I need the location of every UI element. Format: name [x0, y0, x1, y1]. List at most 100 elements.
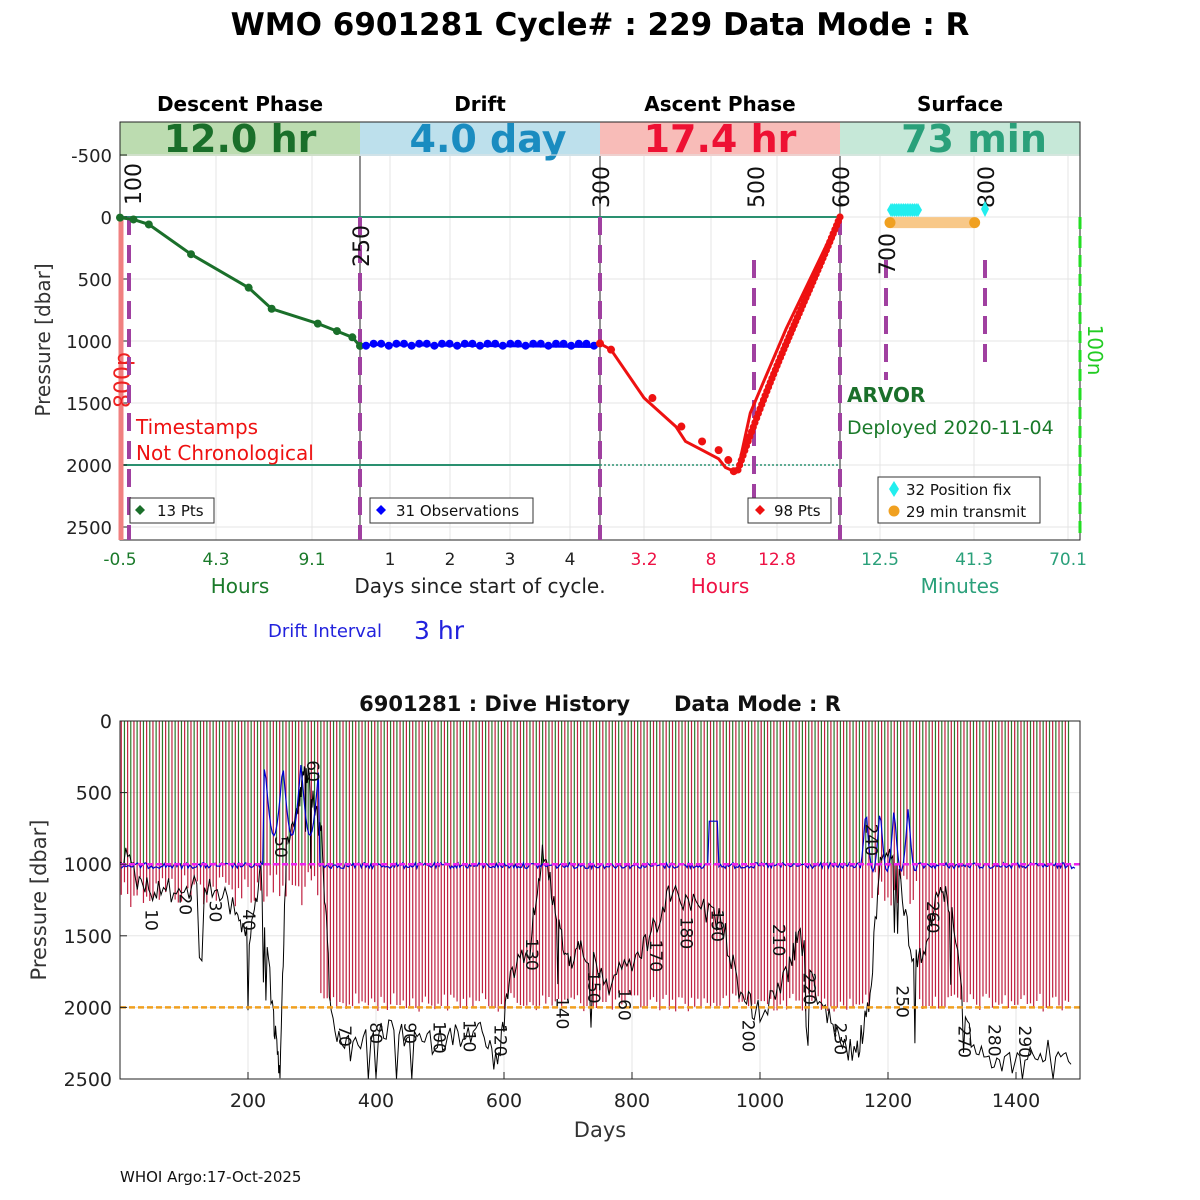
figure-title: WMO 6901281 Cycle# : 229 Data Mode : R — [231, 7, 970, 43]
dive-history-chart: 6901281 : Dive History Data Mode : R 10 2… — [27, 692, 1081, 1142]
ascent-duration: 17.4 hr — [644, 117, 797, 161]
drift-tick-1: 1 — [385, 550, 396, 570]
descent-legend-marker — [135, 505, 145, 515]
bottom-y-tick-label: 1500 — [64, 926, 112, 948]
descent-tick-0: -0.5 — [103, 550, 136, 570]
cycle-label: 100 — [429, 1021, 449, 1053]
bottom-y-axis-label: Pressure [dbar] — [27, 820, 51, 981]
ascent-phase-title: Ascent Phase — [644, 92, 795, 116]
cycle-label: 60 — [302, 760, 322, 782]
top-y-tick-label: 0 — [101, 208, 112, 229]
drift-point — [574, 339, 583, 348]
marker-label-250: 250 — [350, 225, 375, 267]
drift-tick-2: 2 — [445, 550, 456, 570]
cycle-label: 110 — [459, 1020, 479, 1052]
top-y-ticks: -500 0 500 1000 1500 2000 2500 — [66, 146, 127, 539]
marker-label-500: 500 — [745, 166, 770, 208]
top-y-tick-label: 500 — [78, 270, 112, 291]
cycle-phase-chart: Descent Phase Drift Ascent Phase Surface… — [31, 92, 1107, 645]
ascent-point — [698, 437, 707, 446]
marker-label-300: 300 — [590, 166, 615, 208]
drift-point — [483, 339, 492, 348]
drift-point — [536, 339, 545, 348]
ascent-profile-line — [599, 216, 842, 473]
ascent-legend-marker — [755, 505, 765, 515]
drift-point — [392, 339, 401, 348]
cycle-label: 30 — [205, 901, 225, 923]
bottom-x-tick-label: 400 — [358, 1090, 394, 1112]
descent-point — [356, 341, 364, 350]
cycle-label: 180 — [676, 917, 696, 949]
float-type: ARVOR — [847, 383, 925, 407]
drift-point — [422, 339, 431, 348]
marker-label-700: 700 — [876, 233, 901, 275]
drift-legend: 31 Observations — [369, 497, 534, 524]
marker-label-800: 800 — [975, 166, 1000, 208]
ascent-point — [607, 345, 616, 354]
drift-point — [430, 341, 439, 350]
footer-credit: WHOI Argo:17-Oct-2025 — [120, 1168, 301, 1186]
marker-label-100: 100 — [122, 163, 147, 205]
cycle-label: 150 — [583, 971, 603, 1003]
surface-tick-0: 12.5 — [861, 550, 899, 570]
bottom-x-tick-label: 200 — [230, 1090, 266, 1112]
drift-point — [529, 339, 538, 348]
top-y-axis-label: Pressure [dbar] — [31, 263, 55, 416]
dive-history-stems — [120, 721, 1070, 1012]
bottom-x-tick-label: 1200 — [864, 1090, 912, 1112]
cycle-label: 250 — [891, 985, 911, 1017]
drift-point — [544, 341, 553, 350]
bottom-y-tick-label: 1000 — [64, 854, 112, 876]
cycle-label: 140 — [551, 997, 571, 1029]
bottom-y-tick-label: 2000 — [64, 997, 112, 1019]
ascent-legend: 98 Pts — [747, 497, 832, 524]
drift-point — [506, 339, 515, 348]
ascent-point — [596, 339, 604, 348]
cycle-label: 280 — [983, 1024, 1003, 1056]
descent-point — [313, 319, 322, 328]
descent-legend: 13 Pts — [129, 497, 215, 524]
drift-point — [476, 341, 484, 350]
deployment-date: Deployed 2020-11-04 — [847, 417, 1054, 439]
drift-point — [498, 341, 507, 350]
cycle-label: 230 — [829, 1023, 849, 1055]
ascent-point — [648, 394, 657, 403]
transmit-end — [969, 217, 981, 229]
cycle-label: 120 — [489, 1024, 509, 1056]
transmit-legend-text: 29 min transmit — [906, 503, 1026, 521]
position-fix-point — [914, 203, 922, 217]
descent-tick-2: 9.1 — [298, 550, 325, 570]
transmit-start — [884, 217, 896, 229]
bottom-x-tick-label: 1000 — [736, 1090, 784, 1112]
drift-legend-text: 31 Observations — [396, 502, 519, 520]
descent-duration: 12.0 hr — [164, 117, 317, 161]
drift-point — [407, 341, 416, 350]
cycle-label: 160 — [614, 988, 634, 1020]
surface-phase-title: Surface — [917, 92, 1003, 116]
cycle-label: 20 — [175, 893, 195, 915]
drift-duration: 4.0 day — [410, 117, 567, 161]
bottom-axes-frame — [119, 720, 1081, 1080]
surface-axis-label: Minutes — [921, 574, 1000, 598]
descent-point — [332, 327, 341, 336]
descent-point — [144, 220, 153, 229]
drift-interval-label: Drift Interval — [268, 621, 382, 642]
cycle-label: 170 — [645, 940, 665, 972]
surface-tick-2: 70.1 — [1049, 550, 1087, 570]
drift-point — [369, 339, 378, 348]
cycle-label: 290 — [1014, 1026, 1034, 1058]
drift-legend-marker — [376, 505, 386, 515]
green-line-label: 100n — [1083, 325, 1107, 376]
ascent-axis-label: Hours — [691, 574, 750, 598]
surface-tick-1: 41.3 — [955, 550, 993, 570]
ascent-tick-0: 3.2 — [630, 550, 657, 570]
drift-point — [582, 339, 591, 348]
descent-duration-band — [120, 122, 360, 156]
park-depth-trace — [119, 766, 1072, 1080]
top-data-marks — [116, 201, 989, 476]
marker-label-600: 600 — [830, 166, 855, 208]
top-y-tick-label: -500 — [71, 146, 112, 167]
red-bar-label: 800p — [111, 352, 136, 408]
cycle-label: 190 — [706, 910, 726, 942]
drift-interval-value: 3 hr — [414, 616, 465, 645]
